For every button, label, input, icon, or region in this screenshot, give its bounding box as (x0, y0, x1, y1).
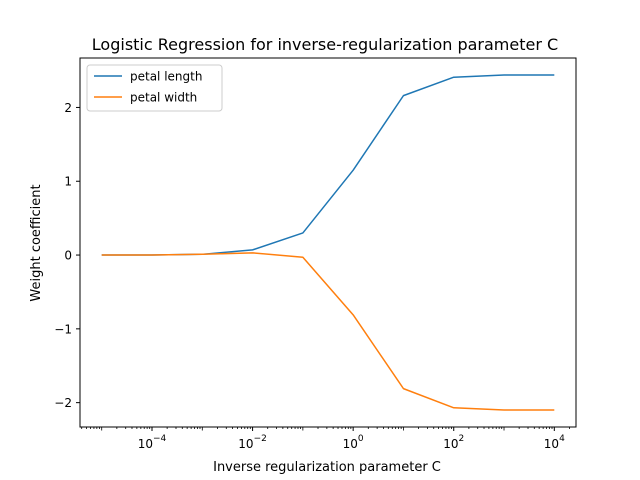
x-axis-ticks: 10−4 10−2 100 102 104 (81, 427, 570, 451)
legend: petal length petal width (86, 64, 223, 112)
x-tick-label-exponent: −4 (153, 434, 167, 444)
y-tick-label: −1 (54, 322, 72, 336)
y-axis-ticks: −2 −1 0 1 2 (54, 101, 80, 410)
x-tick-label: 102 (443, 434, 464, 451)
x-tick-label-base: 10 (238, 437, 253, 451)
x-tick-label: 10−2 (238, 434, 267, 451)
plot-area (79, 57, 577, 428)
y-axis-label: Weight coefficient (29, 184, 44, 301)
legend-label: petal width (130, 91, 197, 105)
x-tick-label-base: 10 (343, 437, 358, 451)
series-lines (101, 74, 555, 411)
y-tick-label: −2 (54, 396, 72, 410)
x-tick-label: 100 (343, 434, 364, 451)
series-line-petal-width (101, 252, 555, 411)
x-tick-label-base: 10 (544, 437, 559, 451)
x-tick-label-base: 10 (138, 437, 153, 451)
plot-frame (79, 57, 577, 428)
x-tick-label-exponent: −2 (254, 434, 267, 444)
y-tick-label: 0 (64, 249, 72, 263)
y-tick-label: 1 (64, 175, 72, 189)
x-tick-label-base: 10 (443, 437, 458, 451)
chart-title: Logistic Regression for inverse-regulari… (92, 35, 558, 54)
x-tick-label-exponent: 4 (559, 434, 565, 444)
x-axis-label: Inverse regularization parameter C (213, 460, 441, 475)
x-tick-label: 104 (544, 434, 565, 451)
x-tick-label: 10−4 (138, 434, 167, 451)
x-tick-label-exponent: 2 (459, 434, 465, 444)
legend-label: petal length (130, 70, 202, 84)
x-tick-label-exponent: 0 (358, 434, 364, 444)
y-tick-label: 2 (64, 101, 72, 115)
